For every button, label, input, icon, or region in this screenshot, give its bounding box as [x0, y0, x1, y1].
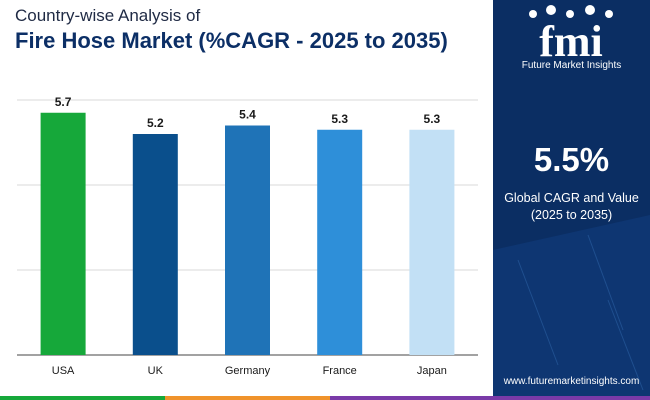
bottom-strip-green — [0, 396, 165, 400]
data-label-france: 5.3 — [331, 112, 348, 126]
website-link[interactable]: www.futuremarketinsights.com — [503, 376, 640, 387]
page-title: Fire Hose Market (%CAGR - 2025 to 2035) — [15, 28, 448, 53]
page-subtitle: Country-wise Analysis of — [15, 6, 201, 25]
bar-uk — [132, 134, 178, 355]
sidebar-decoration — [493, 215, 650, 400]
fmi-logo: fmi Future Market Insights — [493, 0, 650, 80]
x-tick-label-france: France — [323, 365, 357, 377]
bar-usa — [40, 112, 86, 355]
bottom-strip-orange — [165, 396, 330, 400]
x-tick-label-germany: Germany — [225, 365, 271, 377]
logo-company-name: Future Market Insights — [521, 60, 622, 71]
bar-japan — [409, 129, 455, 355]
x-tick-label-uk: UK — [148, 365, 164, 377]
data-label-usa: 5.7 — [55, 95, 72, 109]
bar-france — [317, 129, 363, 355]
global-cagr-value: 5.5% — [533, 141, 610, 178]
fmi-logo-mark: fmi — [539, 17, 603, 62]
global-cagr-label-line2: (2025 to 2035) — [530, 208, 613, 222]
x-tick-label-usa: USA — [52, 365, 75, 377]
sidebar-panel: fmi Future Market Insights 5.5% Global C… — [493, 0, 650, 400]
bar-germany — [225, 125, 270, 355]
global-cagr-label: Global CAGR and Value (2025 to 2035) — [493, 190, 650, 224]
x-tick-label-japan: Japan — [417, 365, 447, 377]
bar-chart: 5.7 USA 5.2 UK 5.4 Germany 5.3 France 5.3 Japan — [17, 95, 478, 377]
fmi-logo-mark-icon: fmi — [529, 5, 613, 66]
data-label-germany: 5.4 — [239, 108, 256, 122]
bottom-strip-purple — [330, 396, 650, 400]
data-label-japan: 5.3 — [424, 112, 441, 126]
global-cagr-label-line1: Global CAGR and Value — [504, 191, 639, 205]
data-label-uk: 5.2 — [147, 116, 164, 130]
